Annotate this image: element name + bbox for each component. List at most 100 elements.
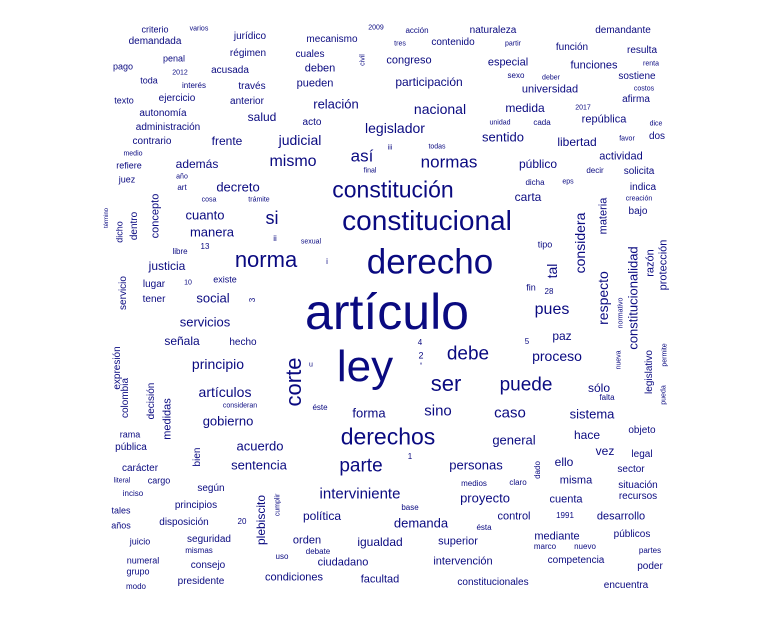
cloud-word: cosa bbox=[201, 196, 217, 204]
cloud-word: civil bbox=[359, 54, 367, 66]
cloud-word: constitucional bbox=[342, 205, 512, 236]
cloud-word: decisión bbox=[146, 382, 157, 420]
cloud-word: tal bbox=[544, 263, 560, 279]
cloud-word: cada bbox=[533, 118, 551, 127]
cloud-word: través bbox=[238, 81, 266, 92]
cloud-word: 13 bbox=[200, 242, 210, 251]
cloud-word: ser bbox=[430, 371, 462, 396]
cloud-word: vez bbox=[595, 444, 615, 458]
cloud-word: i bbox=[326, 257, 328, 266]
cloud-word: pueda bbox=[660, 385, 668, 405]
cloud-word: rama bbox=[119, 429, 141, 440]
cloud-word: cuales bbox=[295, 49, 325, 60]
cloud-word: bajo bbox=[628, 206, 648, 217]
cloud-word: sólo bbox=[587, 381, 611, 395]
cloud-word: término bbox=[104, 207, 110, 229]
cloud-word: 3 bbox=[248, 297, 257, 303]
cloud-word: 10 bbox=[184, 279, 192, 287]
cloud-word: materia bbox=[597, 197, 610, 235]
cloud-word: tipo bbox=[537, 239, 553, 250]
cloud-word: lugar bbox=[142, 279, 166, 290]
cloud-word: marco bbox=[533, 542, 557, 551]
cloud-word: éste bbox=[312, 403, 328, 412]
cloud-word: medios bbox=[461, 479, 487, 488]
cloud-word: contrario bbox=[132, 136, 172, 147]
cloud-word: congreso bbox=[386, 54, 432, 67]
cloud-word: base bbox=[401, 503, 419, 512]
cloud-word: paz bbox=[552, 329, 572, 343]
cloud-word: 20 bbox=[237, 517, 247, 526]
cloud-word: hace bbox=[573, 428, 601, 442]
cloud-word: judicial bbox=[278, 132, 322, 148]
cloud-word: encuentra bbox=[603, 580, 649, 591]
cloud-word: participación bbox=[395, 75, 463, 89]
cloud-word: inciso bbox=[122, 489, 144, 498]
cloud-word: recursos bbox=[618, 491, 658, 502]
cloud-word: dado bbox=[533, 461, 542, 479]
cloud-word: política bbox=[302, 509, 342, 523]
cloud-word: presidente bbox=[177, 576, 225, 587]
cloud-word: actividad bbox=[599, 150, 643, 163]
cloud-word: universidad bbox=[521, 83, 579, 96]
cloud-word: libertad bbox=[557, 135, 597, 149]
cloud-word: normativo bbox=[617, 297, 625, 329]
cloud-word: pueden bbox=[296, 77, 334, 90]
cloud-word: proyecto bbox=[460, 490, 510, 506]
cloud-word: derecho bbox=[366, 242, 494, 282]
cloud-word: ley bbox=[336, 342, 394, 391]
cloud-word: mecanismo bbox=[306, 34, 358, 45]
cloud-word: debate bbox=[305, 547, 331, 556]
cloud-word: demanda bbox=[393, 515, 449, 531]
cloud-word: consejo bbox=[190, 560, 226, 571]
cloud-word: 2017 bbox=[575, 104, 591, 112]
cloud-word: social bbox=[196, 290, 230, 306]
cloud-word: dicha bbox=[525, 178, 545, 187]
cloud-word: criterio bbox=[141, 24, 169, 35]
cloud-word: constitucionales bbox=[457, 577, 529, 588]
cloud-word: cuanto bbox=[185, 207, 225, 223]
cloud-word: autonomía bbox=[139, 108, 187, 119]
cloud-word: ° bbox=[419, 362, 423, 370]
cloud-word: intervención bbox=[433, 555, 493, 568]
cloud-word: tener bbox=[142, 294, 166, 305]
cloud-word: frente bbox=[211, 134, 243, 148]
cloud-word: 1991 bbox=[556, 511, 574, 520]
cloud-word: sector bbox=[617, 464, 645, 475]
cloud-word: señala bbox=[164, 334, 200, 348]
cloud-word: ciudadano bbox=[317, 556, 369, 569]
cloud-word: plebiscito bbox=[254, 494, 268, 546]
cloud-word: considera bbox=[572, 212, 588, 274]
cloud-word: concepto bbox=[149, 193, 162, 239]
cloud-word: creación bbox=[625, 195, 653, 203]
cloud-word: competencia bbox=[547, 555, 605, 566]
cloud-word: condiciones bbox=[264, 571, 324, 584]
cloud-word: situación bbox=[618, 480, 658, 491]
cloud-word: deben bbox=[304, 62, 336, 75]
cloud-word: nueva bbox=[615, 350, 623, 370]
cloud-word: libre bbox=[172, 247, 188, 256]
cloud-word: costos bbox=[633, 85, 655, 93]
cloud-word: artículo bbox=[305, 284, 469, 340]
cloud-word: funciones bbox=[570, 59, 618, 72]
cloud-word: 1 bbox=[407, 452, 413, 461]
cloud-word: varios bbox=[189, 25, 209, 33]
cloud-word: servicio bbox=[118, 276, 129, 310]
cloud-word: art bbox=[177, 183, 187, 192]
cloud-word: sino bbox=[424, 402, 452, 420]
cloud-word: 5 bbox=[524, 337, 530, 346]
cloud-word: respecto bbox=[595, 271, 611, 325]
cloud-word: misma bbox=[559, 474, 593, 487]
cloud-word: orden bbox=[292, 534, 322, 547]
cloud-word: 2012 bbox=[172, 69, 188, 77]
cloud-word: personas bbox=[449, 457, 503, 473]
cloud-word: mismo bbox=[269, 153, 317, 170]
cloud-word: interés bbox=[181, 81, 207, 90]
cloud-word: medida bbox=[505, 101, 545, 115]
cloud-word: medio bbox=[123, 150, 143, 158]
cloud-word: constitucionalidad bbox=[625, 246, 641, 350]
cloud-word: disposición bbox=[159, 517, 209, 528]
cloud-word: sentido bbox=[482, 129, 524, 145]
cloud-word: trámite bbox=[248, 196, 270, 204]
cloud-word: nacional bbox=[413, 101, 467, 117]
